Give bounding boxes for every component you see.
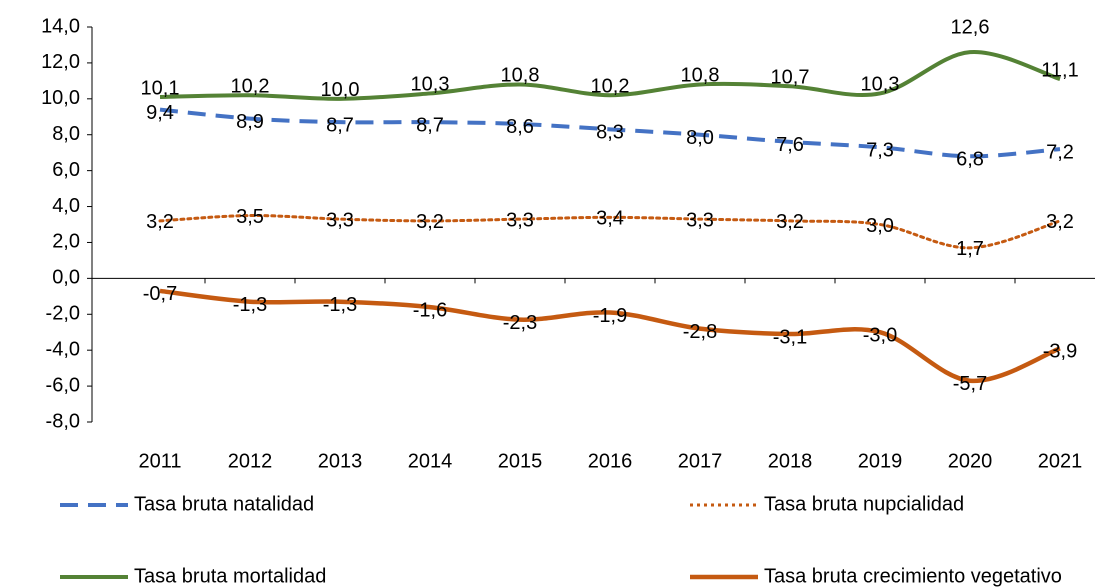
data-label: 8,7 [326, 114, 354, 136]
data-label: -3,1 [773, 326, 807, 348]
data-label: 12,6 [951, 16, 990, 38]
data-label: 3,2 [416, 211, 444, 233]
line [159, 50, 1061, 101]
data-label: -1,9 [593, 305, 627, 327]
y-tick-label: 6,0 [52, 159, 80, 181]
data-label: 3,3 [686, 209, 714, 231]
data-label: 8,7 [416, 114, 444, 136]
y-tick-label: -4,0 [46, 338, 80, 360]
data-label: 3,2 [776, 211, 804, 233]
data-label: 8,3 [596, 122, 624, 144]
x-tick-label: 2018 [768, 450, 813, 472]
data-label: -3,9 [1043, 341, 1077, 363]
data-label: -5,7 [953, 373, 987, 395]
x-tick-label: 2015 [498, 450, 543, 472]
y-tick-label: -8,0 [46, 410, 80, 432]
data-label: -1,6 [413, 299, 447, 321]
data-label: 1,7 [956, 238, 984, 260]
line [158, 214, 1062, 250]
data-label: 3,3 [506, 209, 534, 231]
legend-label: Tasa bruta crecimiento vegetativo [764, 565, 1062, 587]
data-label: 10,1 [141, 77, 180, 99]
data-label: 8,6 [506, 116, 534, 138]
y-tick-label: 14,0 [41, 15, 80, 37]
y-tick-label: -6,0 [46, 374, 80, 396]
data-label: 11,1 [1041, 59, 1078, 81]
x-tick-label: 2011 [138, 450, 181, 472]
x-tick-label: 2020 [948, 450, 993, 472]
data-label: -0,7 [143, 283, 177, 305]
legend-label: Tasa bruta natalidad [134, 493, 314, 515]
x-tick-label: 2012 [228, 450, 273, 472]
data-label: 10,2 [231, 76, 270, 98]
line [159, 288, 1061, 383]
data-label: 10,0 [321, 79, 360, 101]
data-label: 10,8 [681, 65, 720, 87]
x-tick-label: 2021 [1038, 450, 1083, 472]
data-label: 3,4 [596, 208, 624, 230]
y-tick-label: 0,0 [52, 267, 80, 289]
data-label: 10,7 [771, 67, 810, 89]
data-label: 7,6 [776, 134, 804, 156]
y-tick-label: 2,0 [52, 231, 80, 253]
x-tick-label: 2014 [408, 450, 453, 472]
data-label: 10,2 [591, 76, 630, 98]
data-label: 9,4 [146, 102, 174, 124]
data-label: 6,8 [956, 149, 984, 171]
y-tick-label: 10,0 [41, 87, 80, 109]
data-label: 7,2 [1046, 141, 1074, 163]
data-label: 3,5 [236, 206, 264, 228]
y-tick-label: 4,0 [52, 195, 80, 217]
data-label: 10,8 [501, 65, 540, 87]
data-label: 8,9 [236, 111, 264, 133]
data-label: 3,3 [326, 209, 354, 231]
line [159, 107, 1061, 159]
y-tick-label: 12,0 [41, 51, 80, 73]
data-label: 7,3 [866, 140, 894, 162]
x-tick-label: 2013 [318, 450, 363, 472]
data-label: 10,3 [861, 74, 900, 96]
data-label: 10,3 [411, 74, 450, 96]
legend-label: Tasa bruta nupcialidad [764, 493, 964, 515]
data-label: 3,2 [146, 211, 174, 233]
data-label: -2,3 [503, 312, 537, 334]
legend-label: Tasa bruta mortalidad [134, 565, 326, 587]
data-label: -3,0 [863, 325, 897, 347]
y-tick-label: -2,0 [46, 303, 80, 325]
data-label: 8,0 [686, 127, 714, 149]
data-label: 3,2 [1046, 211, 1074, 233]
x-tick-label: 2019 [858, 450, 903, 472]
data-label: 3,0 [866, 215, 894, 237]
x-tick-label: 2017 [678, 450, 723, 472]
data-label: -1,3 [233, 294, 267, 316]
data-label: -1,3 [323, 294, 357, 316]
x-tick-label: 2016 [588, 450, 633, 472]
y-tick-label: 8,0 [52, 123, 80, 145]
data-label: -2,8 [683, 321, 717, 343]
